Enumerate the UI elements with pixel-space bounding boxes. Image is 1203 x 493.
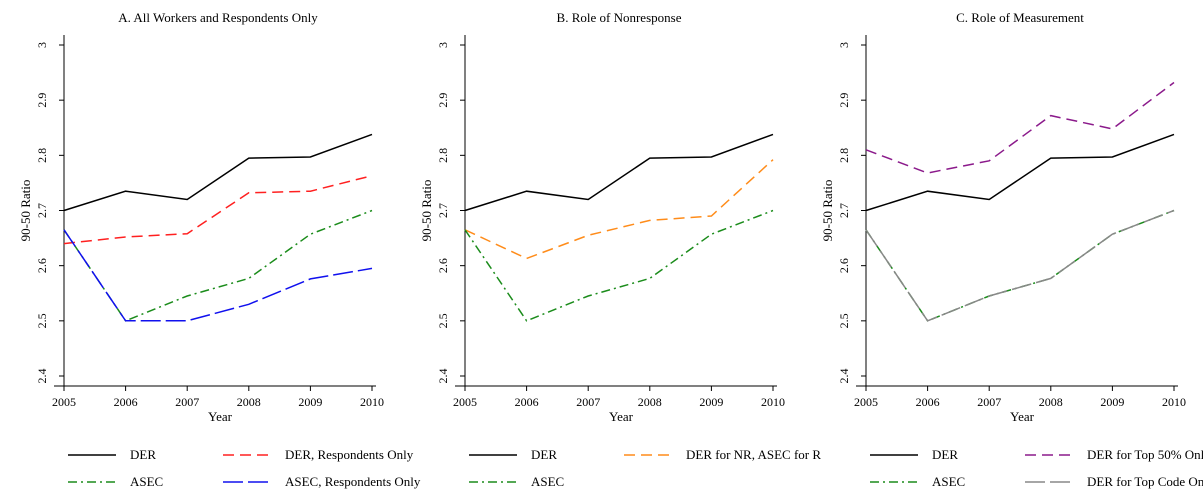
chart-panel-2: B. Role of Nonresponse 2.4 2.5 2.6 2.7 2.8 2.9…	[419, 10, 821, 489]
legend-item: DER for Top 50% Only	[1025, 447, 1203, 462]
x-axis-label: Year	[208, 409, 233, 424]
series-line-2	[865, 81, 1175, 174]
x-tick-label: 2010	[360, 395, 384, 409]
x-tick-label: 2009	[699, 395, 723, 409]
y-tick-label: 2.9	[837, 93, 851, 108]
x-tick-label: 2005	[52, 395, 76, 409]
series-line-2	[464, 159, 774, 260]
x-tick-label: 2007	[576, 395, 600, 409]
legend-label: DER for Top 50% Only	[1087, 447, 1203, 462]
legend-item: DER	[68, 447, 156, 462]
legend-label: DER for NR, ASEC for R	[686, 447, 821, 462]
legend-item: ASEC	[469, 474, 564, 489]
series-line-2	[63, 174, 373, 245]
chart-title: C. Role of Measurement	[956, 10, 1084, 25]
legend-item: DER	[870, 447, 958, 462]
y-tick-label: 2.8	[35, 148, 49, 163]
legend-item: ASEC, Respondents Only	[223, 474, 421, 489]
legend-label: DER, Respondents Only	[285, 447, 414, 462]
x-tick-label: 2008	[1039, 395, 1063, 409]
chart-panel-3: C. Role of Measurement 2.4 2.5 2.6 2.7 2.8 2.9…	[820, 10, 1203, 489]
legend-item: ASEC	[68, 474, 163, 489]
y-tick-label: 2.8	[436, 148, 450, 163]
x-tick-label: 2006	[515, 395, 539, 409]
legend-item: DER for Top Code Only	[1025, 474, 1203, 489]
legend-label: ASEC, Respondents Only	[285, 474, 421, 489]
y-tick-label: 3	[35, 42, 49, 48]
x-tick-label: 2005	[854, 395, 878, 409]
x-axis-label: Year	[1010, 409, 1035, 424]
series-line-1	[464, 133, 774, 212]
legend-label: DER	[130, 447, 156, 462]
y-axis-label: 90-50 Ratio	[419, 180, 434, 242]
legend-item: DER	[469, 447, 557, 462]
legend-label: ASEC	[932, 474, 965, 489]
series-line-3	[464, 209, 774, 322]
y-tick-label: 2.9	[35, 93, 49, 108]
y-tick-label: 2.4	[436, 369, 450, 384]
legend-item: DER, Respondents Only	[223, 447, 414, 462]
legend-label: DER for Top Code Only	[1087, 474, 1203, 489]
y-tick-label: 2.9	[436, 93, 450, 108]
chart-title: A. All Workers and Respondents Only	[118, 10, 318, 25]
legend-item: DER for NR, ASEC for R	[624, 447, 821, 462]
series-line-1	[63, 133, 373, 212]
x-tick-label: 2008	[237, 395, 261, 409]
y-axis-label: 90-50 Ratio	[820, 180, 835, 242]
y-tick-label: 3	[436, 42, 450, 48]
y-tick-label: 2.4	[35, 369, 49, 384]
series-line-4	[63, 229, 373, 322]
x-tick-label: 2007	[977, 395, 1001, 409]
x-tick-label: 2005	[453, 395, 477, 409]
y-tick-label: 2.7	[837, 203, 851, 218]
series-line-3	[865, 209, 1175, 322]
y-tick-label: 2.7	[35, 203, 49, 218]
legend-label: DER	[531, 447, 557, 462]
chart-panel-1: A. All Workers and Respondents Only 2.4 2.…	[18, 10, 421, 489]
y-tick-label: 2.8	[837, 148, 851, 163]
y-tick-label: 2.5	[35, 313, 49, 328]
y-tick-label: 2.5	[837, 313, 851, 328]
x-tick-label: 2009	[1100, 395, 1124, 409]
legend-item: ASEC	[870, 474, 965, 489]
series-line-1	[865, 133, 1175, 212]
y-tick-label: 3	[837, 42, 851, 48]
legend-label: DER	[932, 447, 958, 462]
x-axis-label: Year	[609, 409, 634, 424]
y-tick-label: 2.4	[837, 369, 851, 384]
y-axis-label: 90-50 Ratio	[18, 180, 33, 242]
y-tick-label: 2.6	[436, 258, 450, 273]
legend-label: ASEC	[130, 474, 163, 489]
x-tick-label: 2009	[298, 395, 322, 409]
x-tick-label: 2010	[761, 395, 785, 409]
y-tick-label: 2.5	[436, 313, 450, 328]
y-tick-label: 2.6	[837, 258, 851, 273]
chart-title: B. Role of Nonresponse	[557, 10, 682, 25]
series-line-4	[865, 209, 1175, 322]
legend-label: ASEC	[531, 474, 564, 489]
x-tick-label: 2006	[916, 395, 940, 409]
x-tick-label: 2007	[175, 395, 199, 409]
x-tick-label: 2006	[114, 395, 138, 409]
y-tick-label: 2.6	[35, 258, 49, 273]
y-tick-label: 2.7	[436, 203, 450, 218]
series-line-3	[63, 209, 373, 322]
x-tick-label: 2010	[1162, 395, 1186, 409]
x-tick-label: 2008	[638, 395, 662, 409]
